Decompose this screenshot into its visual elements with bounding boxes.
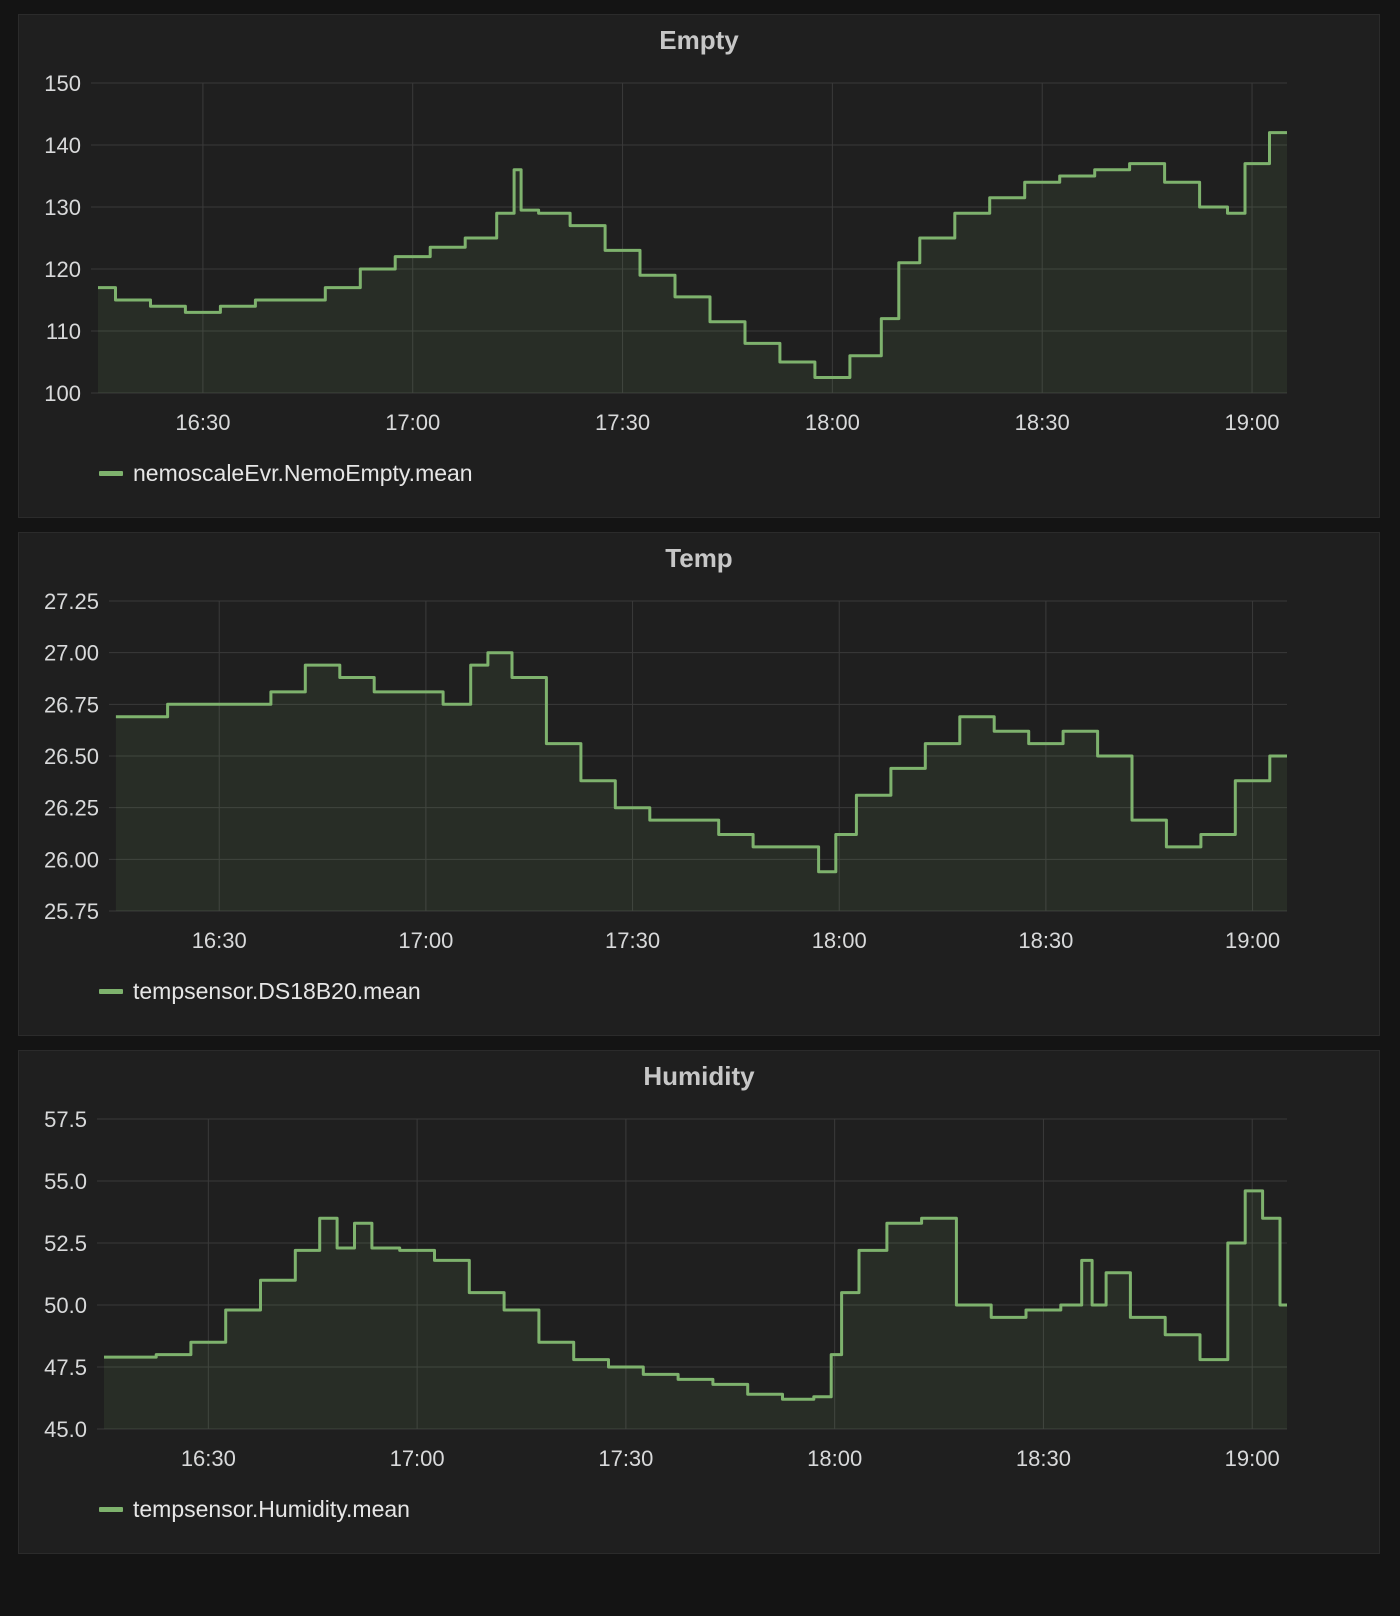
x-tick-label: 18:30 <box>1015 410 1070 435</box>
y-tick-label: 25.75 <box>44 899 99 924</box>
series-area <box>98 132 1287 393</box>
y-tick-label: 140 <box>44 133 81 158</box>
y-tick-label: 55.0 <box>44 1169 87 1194</box>
chart-plot-temp: 25.75 26.00 26.25 26.50 26.75 27.00 27.25 16:30… <box>44 589 1288 953</box>
panel-title: Temp <box>665 543 733 573</box>
x-tick-label: 16:30 <box>181 1446 236 1471</box>
panel-humidity: Humidity 45.0 47.5 50.0 52.5 55.0 57.5 16:30 17… <box>18 1050 1380 1554</box>
x-tick-label: 17:00 <box>398 928 453 953</box>
legend-label: tempsensor.DS18B20.mean <box>133 978 421 1004</box>
series-line[interactable] <box>104 1189 1287 1401</box>
y-tick-label: 100 <box>44 381 81 406</box>
y-tick-label: 120 <box>44 257 81 282</box>
y-tick-label: 47.5 <box>44 1355 87 1380</box>
legend[interactable]: tempsensor.DS18B20.mean <box>99 978 421 1005</box>
chart-plot-empty: 100 110 120 130 140 150 16:30 17:00 17:30 18:00 18… <box>44 71 1288 435</box>
x-tick-label: 18:00 <box>812 928 867 953</box>
y-tick-label: 26.00 <box>44 847 99 872</box>
series-line[interactable] <box>98 131 1287 379</box>
y-tick-label: 52.5 <box>44 1231 87 1256</box>
x-tick-label: 18:00 <box>805 410 860 435</box>
y-tick-label: 57.5 <box>44 1107 87 1132</box>
y-tick-label: 45.0 <box>44 1417 87 1442</box>
x-tick-label: 17:30 <box>595 410 650 435</box>
panel-title: Humidity <box>643 1061 755 1091</box>
y-tick-label: 27.00 <box>44 641 99 666</box>
y-tick-label: 150 <box>44 71 81 96</box>
series-area <box>115 652 1287 911</box>
legend-swatch-icon <box>99 1507 123 1512</box>
x-tick-label: 19:00 <box>1224 410 1279 435</box>
y-tick-label: 130 <box>44 195 81 220</box>
x-tick-label: 17:30 <box>598 1446 653 1471</box>
x-tick-label: 19:00 <box>1225 928 1280 953</box>
x-tick-label: 17:30 <box>605 928 660 953</box>
y-tick-label: 26.25 <box>44 796 99 821</box>
legend-swatch-icon <box>99 989 123 994</box>
series-line[interactable] <box>115 651 1287 874</box>
legend-swatch-icon <box>99 471 123 476</box>
legend[interactable]: nemoscaleEvr.NemoEmpty.mean <box>99 460 473 487</box>
panel-temp: Temp 25.75 26.00 26.25 26.50 26.75 27.00 27.25… <box>18 532 1380 1036</box>
legend-label: nemoscaleEvr.NemoEmpty.mean <box>133 460 473 486</box>
y-tick-label: 110 <box>46 319 81 344</box>
x-tick-label: 18:00 <box>807 1446 862 1471</box>
x-tick-label: 18:30 <box>1016 1446 1071 1471</box>
panel-title: Empty <box>659 25 739 55</box>
chart-plot-humidity: 45.0 47.5 50.0 52.5 55.0 57.5 16:30 17:00 17:30 1… <box>44 1107 1288 1471</box>
y-tick-label: 26.50 <box>44 744 99 769</box>
x-tick-label: 16:30 <box>175 410 230 435</box>
x-tick-label: 16:30 <box>192 928 247 953</box>
x-tick-label: 17:00 <box>390 1446 445 1471</box>
y-tick-label: 26.75 <box>44 692 99 717</box>
y-tick-label: 27.25 <box>44 589 99 614</box>
series-area <box>104 1190 1287 1429</box>
x-tick-label: 19:00 <box>1225 1446 1280 1471</box>
y-tick-label: 50.0 <box>44 1293 87 1318</box>
legend[interactable]: tempsensor.Humidity.mean <box>99 1496 410 1523</box>
legend-label: tempsensor.Humidity.mean <box>133 1496 410 1522</box>
panel-empty: Empty 100 110 120 130 140 150 16:30 17:00 17:30 1… <box>18 14 1380 518</box>
x-tick-label: 18:30 <box>1018 928 1073 953</box>
x-tick-label: 17:00 <box>385 410 440 435</box>
